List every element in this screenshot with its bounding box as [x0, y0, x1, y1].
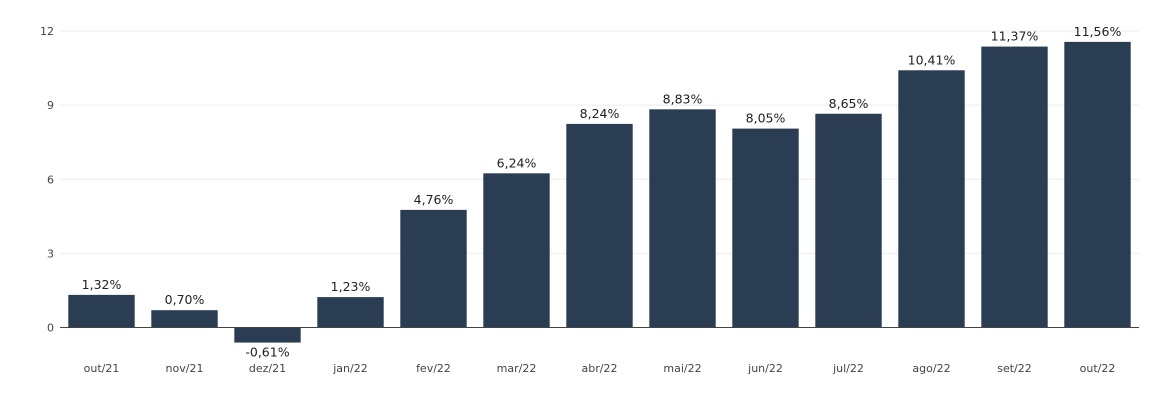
data-label: 11,56% [1074, 24, 1122, 39]
x-tick-label: mai/22 [663, 362, 701, 375]
bars [68, 41, 1131, 343]
data-label: 1,23% [331, 279, 371, 294]
data-label: 8,65% [829, 96, 869, 111]
x-tick-label: mar/22 [497, 362, 537, 375]
x-tick-label: dez/21 [249, 362, 286, 375]
y-axis-tick-labels: 0 3 6 9 12 [40, 25, 54, 335]
data-label: 8,83% [663, 91, 703, 106]
x-tick-label: set/22 [997, 362, 1032, 375]
x-tick-label: nov/21 [166, 362, 204, 375]
x-tick-label: out/21 [84, 362, 120, 375]
data-label: 8,24% [580, 106, 620, 121]
bar-out-22 [1064, 41, 1131, 328]
data-label: -0,61% [245, 345, 289, 360]
data-label: 6,24% [497, 155, 537, 170]
bar-set-22 [981, 46, 1048, 328]
y-tick-label: 6 [47, 173, 54, 186]
x-tick-label: out/22 [1080, 362, 1116, 375]
x-tick-label: ago/22 [912, 362, 950, 375]
data-label: 8,05% [746, 111, 786, 126]
x-tick-label: jul/22 [832, 362, 864, 375]
x-tick-label: jun/22 [747, 362, 783, 375]
x-tick-label: fev/22 [416, 362, 451, 375]
bar-mai-22 [649, 109, 716, 328]
y-tick-label: 12 [40, 25, 54, 38]
y-tick-label: 0 [47, 322, 54, 335]
bar-jan-22 [317, 297, 384, 328]
data-label: 11,37% [991, 29, 1039, 44]
x-tick-label: abr/22 [582, 362, 618, 375]
data-labels: 1,32% 0,70% -0,61% 1,23% 4,76% 6,24% 8,24% 8,83… [82, 24, 1122, 360]
bar-out-21 [68, 294, 135, 328]
y-tick-label: 9 [47, 99, 54, 112]
x-axis-tick-labels: out/21 nov/21 dez/21 jan/22 fev/22 mar/22 abr/… [84, 362, 1116, 375]
bar-ago-22 [898, 70, 965, 328]
data-label: 1,32% [82, 277, 122, 292]
x-tick-label: jan/22 [332, 362, 367, 375]
bar-abr-22 [566, 123, 633, 328]
bar-jun-22 [732, 128, 799, 328]
bar-mar-22 [483, 173, 550, 328]
data-label: 4,76% [414, 192, 454, 207]
data-label: 10,41% [908, 52, 956, 67]
bar-fev-22 [400, 209, 467, 328]
data-label: 0,70% [165, 292, 205, 307]
bar-jul-22 [815, 113, 882, 328]
y-tick-label: 3 [47, 247, 54, 260]
bar-dez-21 [234, 327, 301, 343]
bar-nov-21 [151, 310, 218, 328]
